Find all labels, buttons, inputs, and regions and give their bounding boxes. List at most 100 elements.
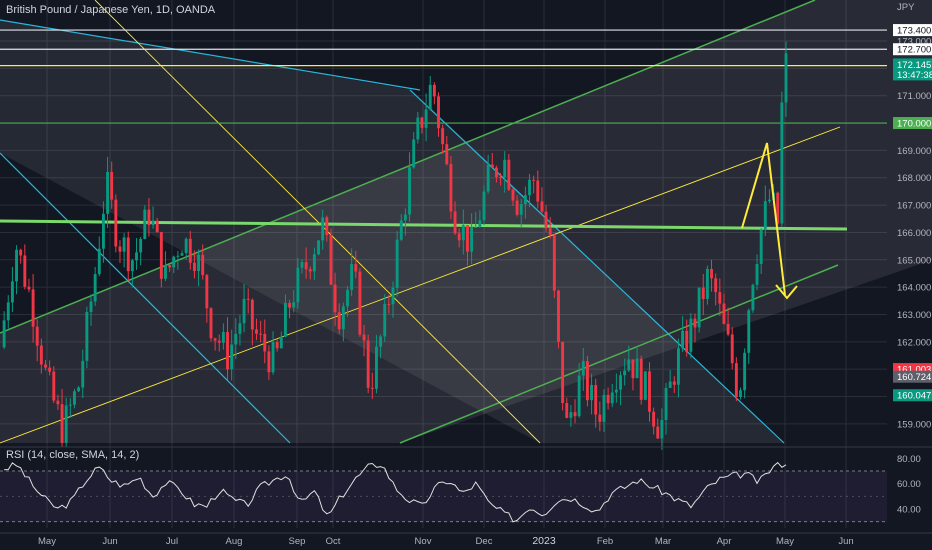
candle-body	[619, 375, 622, 390]
chart-title: British Pound / Japanese Yen, 1D, OANDA	[6, 4, 216, 16]
price-badge	[893, 58, 932, 81]
candle-body	[664, 387, 668, 420]
candle-body	[594, 384, 598, 415]
candle-body	[164, 265, 167, 279]
candle-body	[428, 84, 432, 110]
candle-body	[416, 117, 420, 140]
candle-body	[255, 329, 258, 334]
price-tick-label: 164.000	[897, 283, 931, 294]
candle-body	[279, 336, 283, 349]
candle-body	[652, 411, 656, 427]
candle-body	[2, 320, 6, 348]
time-tick-label: Mar	[655, 536, 671, 547]
candle-body	[64, 405, 68, 443]
rsi-tick-label: 80.00	[897, 454, 921, 465]
yellow-diag-line	[94, 0, 541, 444]
candle-body	[784, 53, 788, 103]
candle-body	[507, 159, 511, 190]
candle-body	[759, 229, 763, 265]
candle-body	[300, 262, 304, 268]
candle-body	[453, 211, 457, 234]
candle-body	[602, 394, 606, 422]
candle-body	[722, 303, 726, 324]
candle-body	[606, 394, 610, 404]
candle-body	[130, 260, 134, 272]
price-badge-label: 161.003	[897, 365, 931, 376]
candle-body	[705, 268, 709, 299]
candle-body	[424, 109, 428, 128]
time-tick-label: Jul	[166, 536, 178, 547]
channel-lower-green	[399, 264, 839, 444]
channel-upper-green	[0, 0, 816, 334]
candle-body	[379, 336, 383, 347]
candle-body	[234, 333, 238, 345]
candle-body	[97, 248, 101, 275]
candle-body	[499, 177, 503, 179]
candle-body	[271, 342, 275, 373]
candle-body	[689, 318, 693, 352]
candle-body	[519, 204, 523, 215]
candle-body	[399, 220, 403, 240]
candle-body	[395, 239, 399, 288]
candle-body	[304, 262, 308, 270]
candle-body	[730, 334, 734, 364]
candle-body	[693, 318, 697, 328]
candle-body	[561, 341, 565, 404]
candle-body	[486, 164, 490, 192]
candle-body	[610, 392, 614, 404]
candle-body	[15, 249, 18, 282]
candle-body	[238, 323, 242, 334]
candle-body	[60, 404, 64, 443]
candle-body	[106, 172, 110, 214]
level-badge	[893, 24, 932, 37]
candle-body	[118, 246, 122, 252]
candle-body	[441, 128, 445, 145]
candle-body	[151, 220, 155, 226]
candle-body	[490, 164, 494, 168]
candle-body	[420, 117, 424, 128]
price-tick-label: 163.000	[897, 310, 931, 321]
candle-body	[494, 167, 498, 178]
candle-body	[89, 301, 93, 313]
channel-cyan-diag-a	[409, 89, 785, 444]
rsi-label: RSI (14, close, SMA, 14, 2)	[6, 449, 140, 461]
candle-body	[197, 254, 201, 271]
candle-body	[346, 289, 349, 307]
rsi-tick-label: 60.00	[897, 479, 921, 490]
candle-body	[126, 237, 130, 272]
candle-body	[557, 290, 560, 342]
candle-body	[685, 330, 689, 352]
candle-body	[366, 340, 370, 388]
price-tick-label: 169.000	[897, 146, 931, 157]
price-tick-label: 168.000	[897, 173, 931, 184]
candle-body	[23, 255, 27, 287]
candle-body	[205, 275, 209, 309]
candle-body	[230, 344, 234, 370]
time-tick-label: Oct	[326, 536, 341, 547]
candle-body	[743, 352, 747, 391]
candle-body	[337, 312, 341, 330]
candle-body	[267, 351, 271, 373]
projection-arrow	[741, 142, 786, 296]
candle-body	[672, 381, 676, 385]
candle-body	[143, 209, 147, 239]
candle-body	[275, 342, 279, 349]
candle-body	[350, 264, 354, 290]
candle-body	[110, 172, 114, 200]
candle-body	[341, 306, 345, 330]
candle-body	[312, 254, 316, 272]
candle-body	[585, 361, 589, 401]
candle-body	[449, 164, 453, 212]
time-tick-label: May	[38, 536, 56, 547]
projection-arrowhead	[775, 284, 798, 300]
candle-body	[763, 201, 767, 230]
candle-body	[755, 264, 759, 285]
candle-body	[184, 238, 188, 254]
time-tick-label: Feb	[597, 536, 613, 547]
candle-body	[614, 389, 618, 393]
candle-body	[523, 195, 527, 205]
candle-body	[573, 412, 577, 417]
candle-body	[391, 287, 395, 305]
rsi-line	[4, 461, 787, 523]
